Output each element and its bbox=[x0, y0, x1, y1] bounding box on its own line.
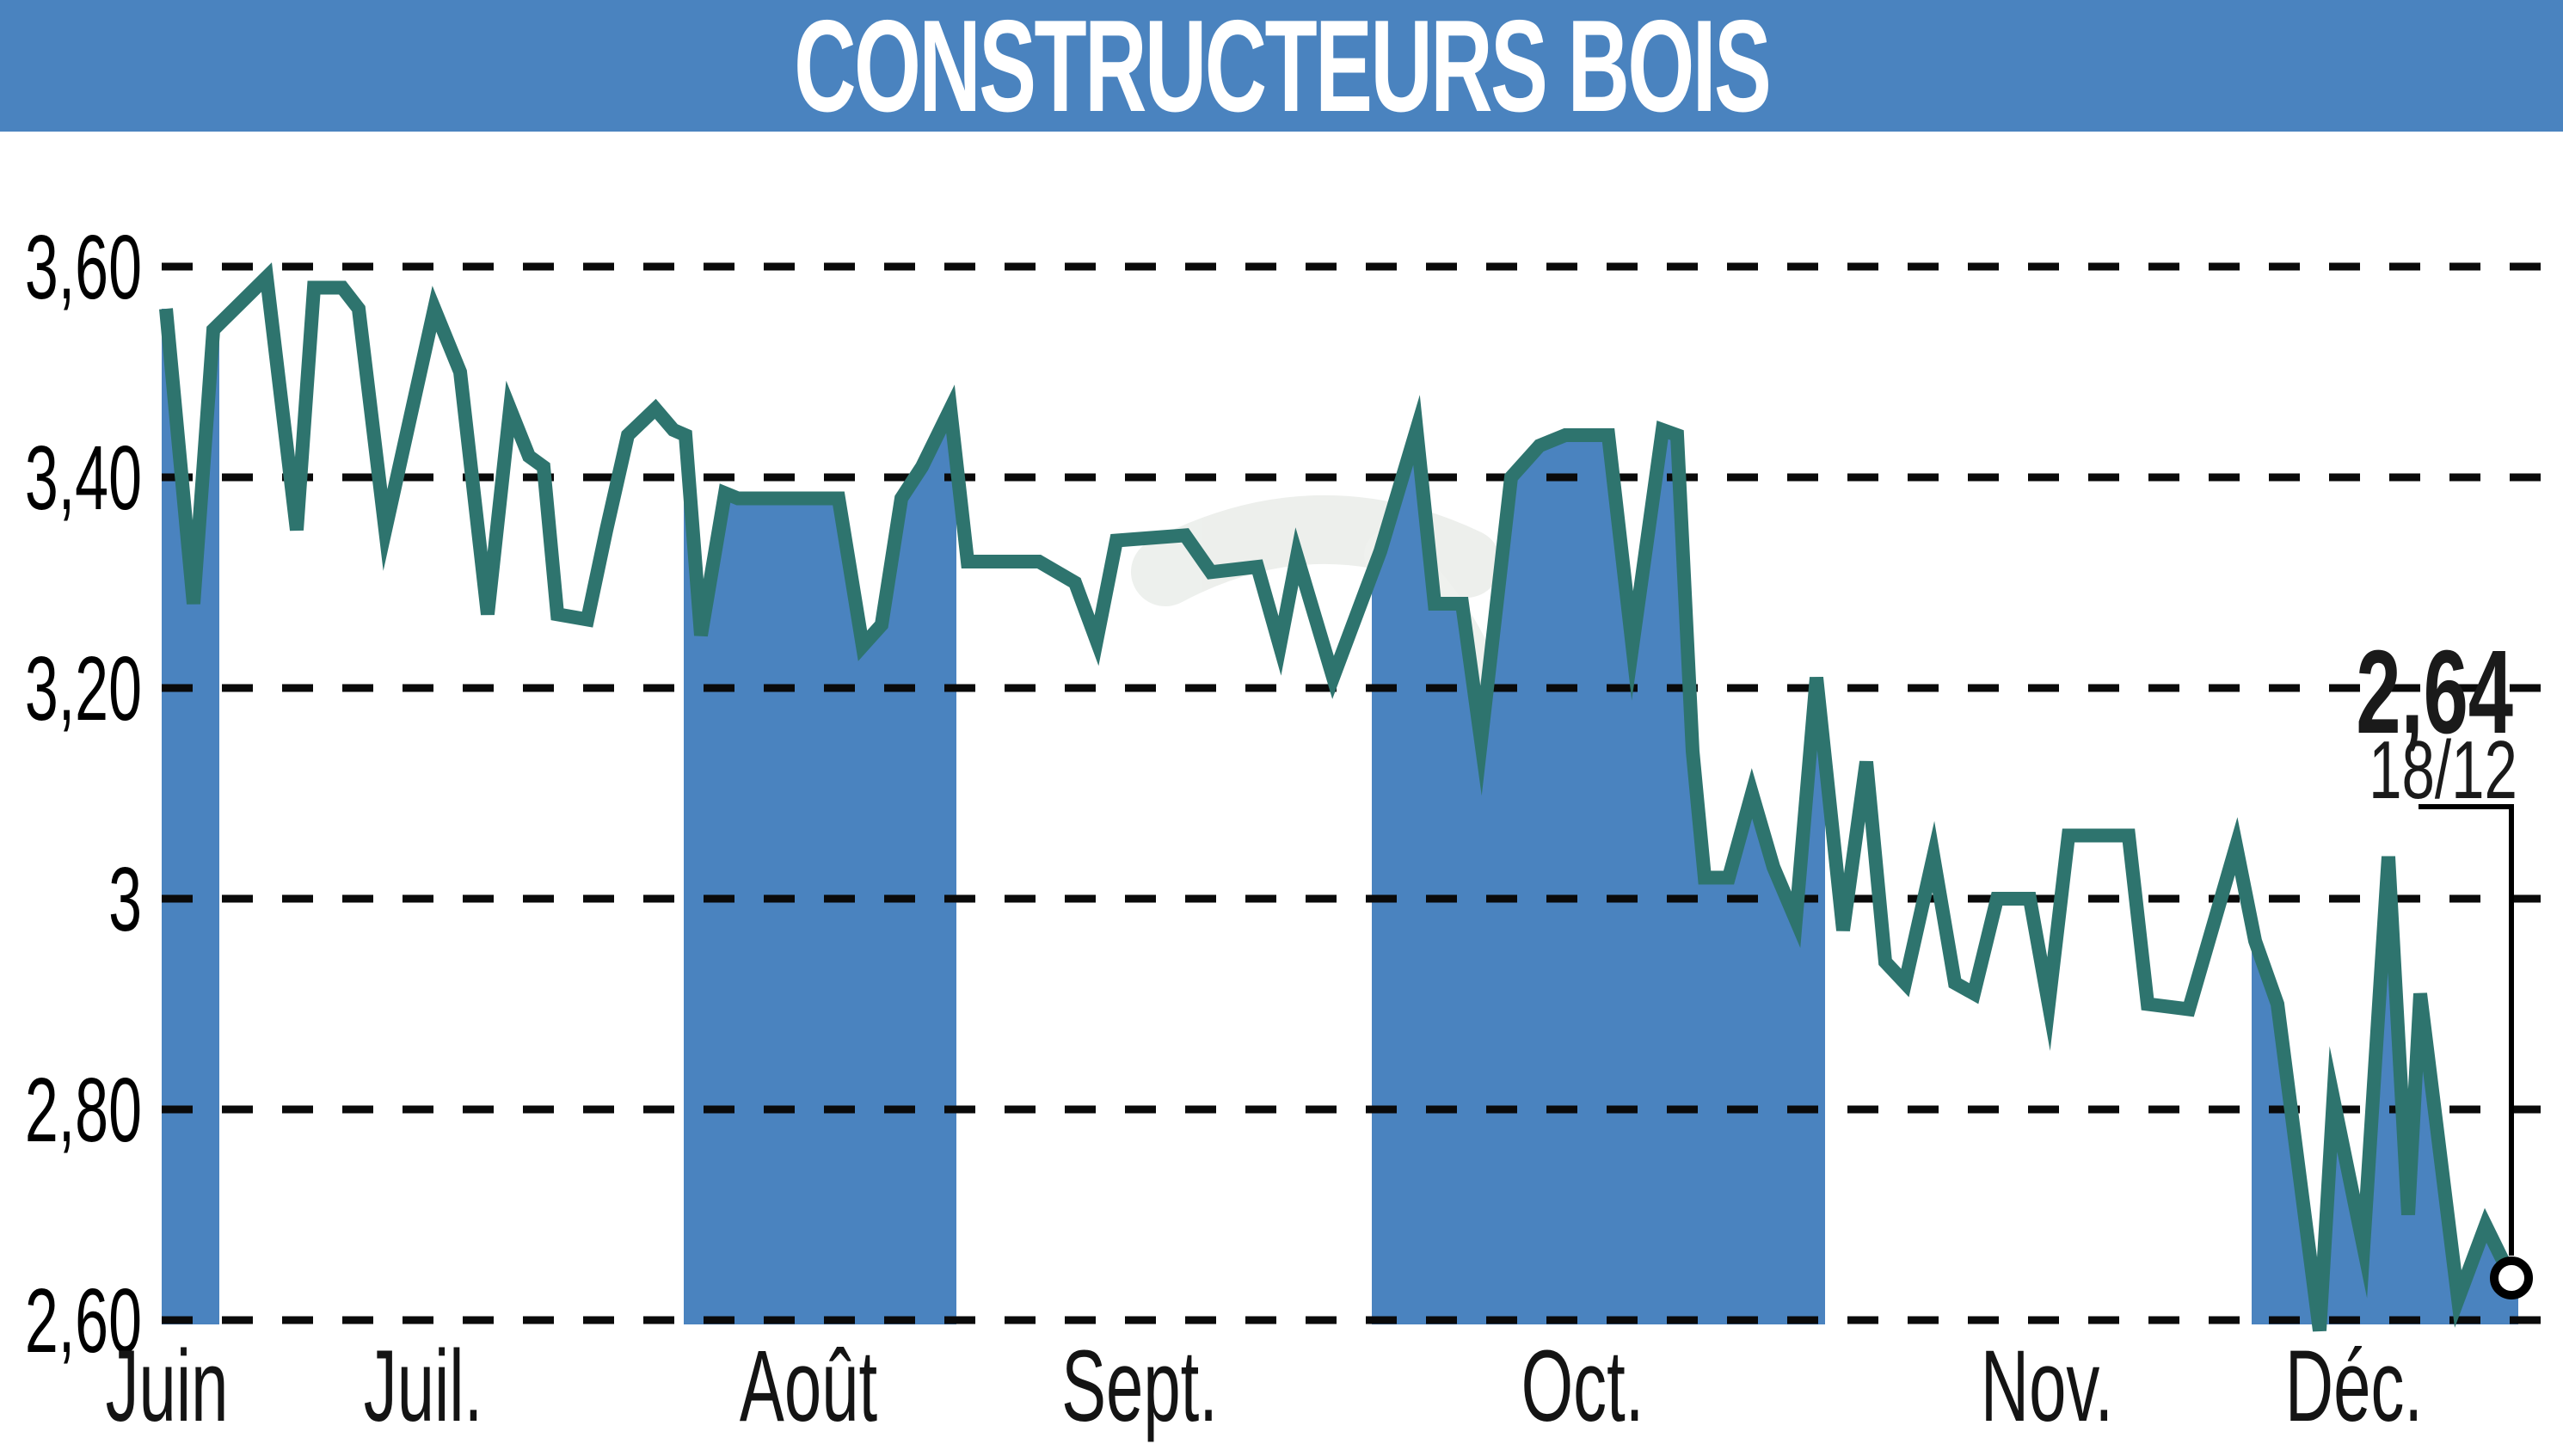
y-tick-label-3,20: 3,20 bbox=[25, 639, 142, 740]
y-axis-labels: 3,60 3,40 3,20 3 2,80 2,60 bbox=[25, 218, 142, 1373]
y-tick-label-2,80: 2,80 bbox=[25, 1060, 142, 1162]
x-month-label-Oct: Oct. bbox=[1521, 1330, 1644, 1443]
y-tick-label-3: 3 bbox=[108, 850, 142, 951]
month-shading-déc bbox=[2252, 857, 2518, 1331]
last-price-marker bbox=[2490, 1256, 2533, 1299]
price-line-path bbox=[159, 262, 2518, 1332]
y-tick-label-3,40: 3,40 bbox=[25, 428, 142, 530]
last-price-date: 18/12 bbox=[2369, 723, 2517, 816]
y-tick-label-3,60: 3,60 bbox=[25, 218, 142, 319]
gridlines bbox=[162, 262, 2548, 1324]
page-title: CONSTRUCTEURS BOIS bbox=[793, 0, 1772, 139]
x-month-label-Sept: Sept. bbox=[1061, 1330, 1218, 1443]
x-month-label-Août: Août bbox=[740, 1330, 877, 1443]
x-month-label-Déc: Déc. bbox=[2285, 1330, 2423, 1443]
month-shading-juin bbox=[162, 309, 219, 1324]
annotation-connector-line bbox=[2419, 804, 2514, 1256]
last-price-label: 2,64 bbox=[2356, 626, 2513, 759]
y-tick-label-2,60: 2,60 bbox=[25, 1271, 142, 1373]
x-month-label-Juin: Juin bbox=[106, 1330, 229, 1443]
x-month-label-Juil: Juil. bbox=[364, 1330, 482, 1443]
x-axis-labels: Juin Juil. Août Sept. Oct. Nov. Déc. bbox=[106, 1330, 2423, 1443]
x-month-label-Nov: Nov. bbox=[1981, 1330, 2113, 1443]
month-shading-areas bbox=[162, 309, 2518, 1331]
month-shading-août bbox=[684, 409, 956, 1324]
title-bar: CONSTRUCTEURS BOIS bbox=[0, 0, 2563, 132]
month-shading-oct bbox=[1372, 429, 1825, 1324]
